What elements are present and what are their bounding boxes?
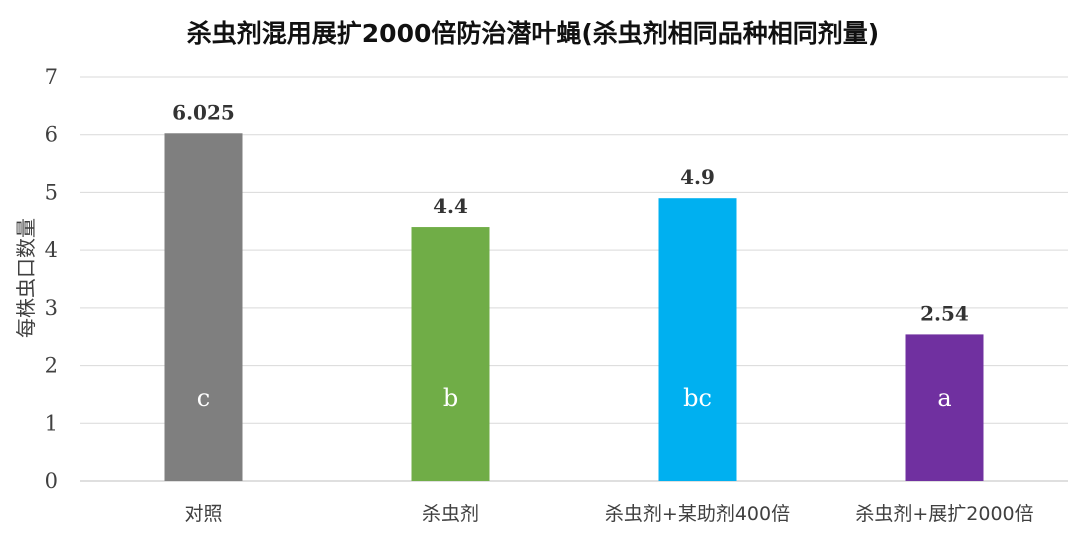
x-tick-labels: 对照 杀虫剂 杀虫剂+某助剂400倍 杀虫剂+展扩2000倍 (184, 503, 1033, 525)
y-tick-labels: 0 1 2 3 4 5 6 7 (45, 65, 58, 493)
y-tick-label: 3 (45, 296, 58, 320)
x-tick-label: 对照 (184, 503, 222, 525)
significance-letter: bc (683, 384, 712, 412)
bar (905, 334, 984, 481)
y-tick-label: 7 (45, 65, 58, 89)
y-axis-label: 每株虫口数量 (14, 218, 38, 338)
y-tick-label: 1 (45, 411, 58, 435)
data-label: 6.025 (172, 100, 235, 124)
y-tick-label: 6 (45, 123, 58, 147)
y-tick-label: 2 (45, 354, 58, 378)
data-label: 4.4 (433, 194, 468, 218)
data-label: 4.9 (680, 165, 715, 189)
chart-title: 杀虫剂混用展扩2000倍防治潜叶蝇(杀虫剂相同品种相同剂量) (187, 19, 879, 48)
significance-letter: b (443, 384, 458, 412)
y-tick-label: 0 (45, 469, 58, 493)
bar (164, 133, 243, 481)
x-tick-label: 杀虫剂+展扩2000倍 (855, 503, 1033, 525)
bar (411, 227, 490, 481)
bars: 6.025 c 4.4 b 4.9 bc 2.54 a (164, 100, 984, 481)
x-tick-label: 杀虫剂 (422, 503, 479, 525)
gridlines (80, 76, 1068, 482)
x-tick-label: 杀虫剂+某助剂400倍 (605, 503, 790, 525)
significance-letter: a (937, 384, 951, 412)
y-tick-label: 5 (45, 180, 58, 204)
significance-letter: c (197, 384, 210, 412)
bar (658, 198, 737, 481)
data-label: 2.54 (920, 301, 969, 325)
y-tick-label: 4 (45, 238, 58, 262)
